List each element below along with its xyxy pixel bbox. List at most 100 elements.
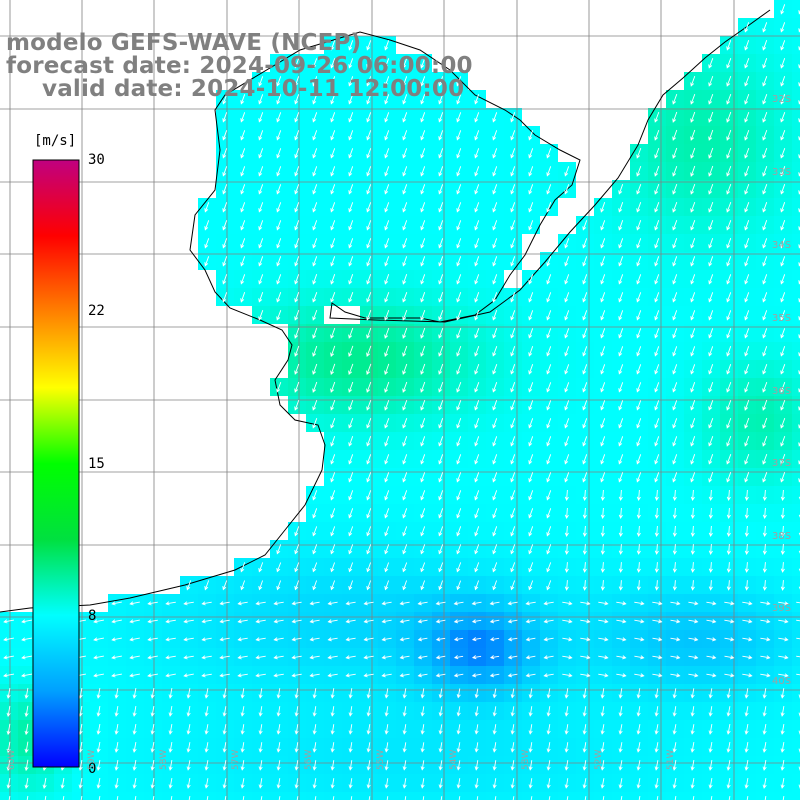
wind-arrow: [204, 706, 209, 717]
wind-cell: [792, 90, 800, 108]
wind-arrow: [240, 220, 246, 231]
wind-arrow: [762, 328, 768, 339]
wind-arrow: [420, 706, 425, 717]
wind-arrow: [348, 130, 354, 141]
wind-arrow: [744, 525, 749, 537]
wind-arrow: [60, 777, 65, 789]
wind-arrow: [402, 688, 407, 699]
wind-arrow: [762, 58, 768, 69]
wind-cell: [792, 18, 800, 36]
wind-cell: [396, 792, 414, 800]
wind-arrow: [312, 130, 318, 141]
wind-arrow: [366, 40, 372, 51]
wind-arrow: [525, 601, 536, 606]
wind-arrow: [237, 673, 248, 678]
wind-arrow: [780, 381, 786, 393]
wind-arrow: [780, 580, 785, 591]
wind-arrow: [562, 601, 573, 606]
wind-cell: [234, 792, 252, 800]
wind-arrow: [384, 760, 389, 771]
wind-arrow: [618, 328, 624, 339]
wind-arrow: [636, 489, 641, 501]
wind-arrow: [384, 112, 390, 123]
wind-arrow: [562, 655, 573, 660]
wind-arrow: [492, 292, 498, 303]
wind-arrow: [582, 274, 588, 285]
wind-arrow: [510, 184, 516, 195]
wind-arrow: [582, 507, 587, 519]
wind-arrow: [690, 201, 696, 213]
wind-arrow: [762, 580, 767, 591]
wind-arrow: [258, 274, 264, 285]
wind-arrow: [564, 382, 570, 393]
wind-arrow: [528, 166, 534, 177]
wind-arrow: [348, 544, 354, 555]
wind-arrow: [222, 274, 228, 285]
wind-arrow: [330, 688, 335, 699]
wind-arrow: [219, 637, 230, 642]
wind-arrow: [636, 310, 642, 321]
wind-arrow: [474, 363, 480, 375]
wind-arrow: [602, 796, 605, 800]
wind-arrow: [278, 796, 281, 800]
wind-arrow: [327, 655, 338, 660]
wind-cell: [792, 108, 800, 126]
wind-arrow: [204, 202, 210, 213]
wind-arrow: [618, 418, 624, 429]
wind-arrow: [312, 526, 318, 537]
wind-arrow: [762, 435, 768, 447]
wind-arrow: [564, 274, 570, 285]
wind-arrow: [21, 619, 32, 624]
wind-arrow: [93, 637, 104, 642]
wind-arrow: [726, 760, 731, 771]
wind-arrow: [654, 346, 660, 357]
wind-arrow: [672, 183, 678, 195]
wind-arrow: [546, 328, 552, 339]
wind-arrow: [111, 601, 122, 606]
wind-arrow: [384, 562, 390, 573]
wind-arrow: [291, 655, 302, 660]
wind-arrow: [688, 673, 699, 678]
wind-arrow: [726, 183, 732, 195]
wind-arrow: [762, 292, 768, 303]
wind-arrow: [726, 165, 732, 177]
wind-arrow: [276, 148, 282, 159]
wind-cell: [792, 216, 800, 234]
wind-arrow: [690, 328, 696, 339]
wind-arrow: [742, 637, 753, 642]
wind-arrow: [417, 601, 428, 606]
wind-arrow: [762, 184, 768, 195]
wind-arrow: [420, 345, 426, 357]
wind-arrow: [652, 673, 663, 678]
wind-arrow: [598, 655, 609, 660]
wind-arrow: [240, 778, 245, 789]
wind-arrow: [384, 130, 390, 141]
wind-arrow: [724, 673, 735, 678]
wind-arrow: [582, 580, 587, 591]
wind-arrow: [636, 525, 641, 537]
wind-arrow: [438, 112, 444, 123]
wind-arrow: [582, 688, 587, 699]
wind-arrow: [528, 346, 534, 357]
wind-arrow: [240, 184, 246, 195]
wind-cell: [792, 738, 800, 756]
wind-arrow: [152, 796, 155, 800]
wind-arrow: [384, 184, 390, 195]
wind-arrow: [582, 525, 587, 537]
wind-arrow: [564, 778, 569, 789]
wind-arrow: [345, 601, 356, 606]
wind-arrow: [780, 453, 786, 465]
wind-arrow: [294, 238, 300, 249]
wind-arrow: [798, 694, 800, 699]
wind-arrow: [420, 220, 426, 231]
wind-arrow: [474, 202, 480, 213]
wind-arrow: [708, 75, 714, 87]
wind-arrow: [708, 724, 713, 735]
wind-arrow: [708, 220, 714, 231]
lat-label-39s: 39S: [772, 603, 792, 614]
wind-arrow: [435, 601, 446, 606]
wind-arrow: [708, 274, 714, 285]
wind-arrow: [276, 220, 282, 231]
wind-arrow: [240, 688, 245, 699]
wind-cell: [792, 234, 800, 252]
